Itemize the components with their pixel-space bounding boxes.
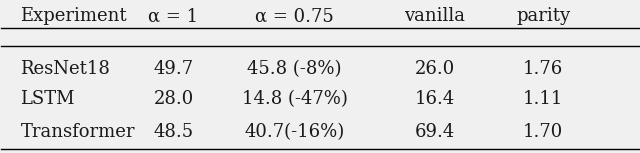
Text: 45.8 (-8%): 45.8 (-8%) <box>247 60 342 78</box>
Text: α = 1: α = 1 <box>148 7 198 25</box>
Text: ResNet18: ResNet18 <box>20 60 110 78</box>
Text: 48.5: 48.5 <box>154 123 193 141</box>
Text: vanilla: vanilla <box>404 7 465 25</box>
Text: 40.7(-16%): 40.7(-16%) <box>244 123 344 141</box>
Text: LSTM: LSTM <box>20 90 75 108</box>
Text: 26.0: 26.0 <box>415 60 455 78</box>
Text: 16.4: 16.4 <box>415 90 455 108</box>
Text: 14.8 (-47%): 14.8 (-47%) <box>241 90 348 108</box>
Text: parity: parity <box>516 7 570 25</box>
Text: 49.7: 49.7 <box>154 60 193 78</box>
Text: Experiment: Experiment <box>20 7 127 25</box>
Text: 28.0: 28.0 <box>154 90 193 108</box>
Text: α = 0.75: α = 0.75 <box>255 7 334 25</box>
Text: Transformer: Transformer <box>20 123 135 141</box>
Text: 69.4: 69.4 <box>415 123 455 141</box>
Text: 1.70: 1.70 <box>523 123 563 141</box>
Text: 1.76: 1.76 <box>523 60 563 78</box>
Text: 1.11: 1.11 <box>523 90 563 108</box>
